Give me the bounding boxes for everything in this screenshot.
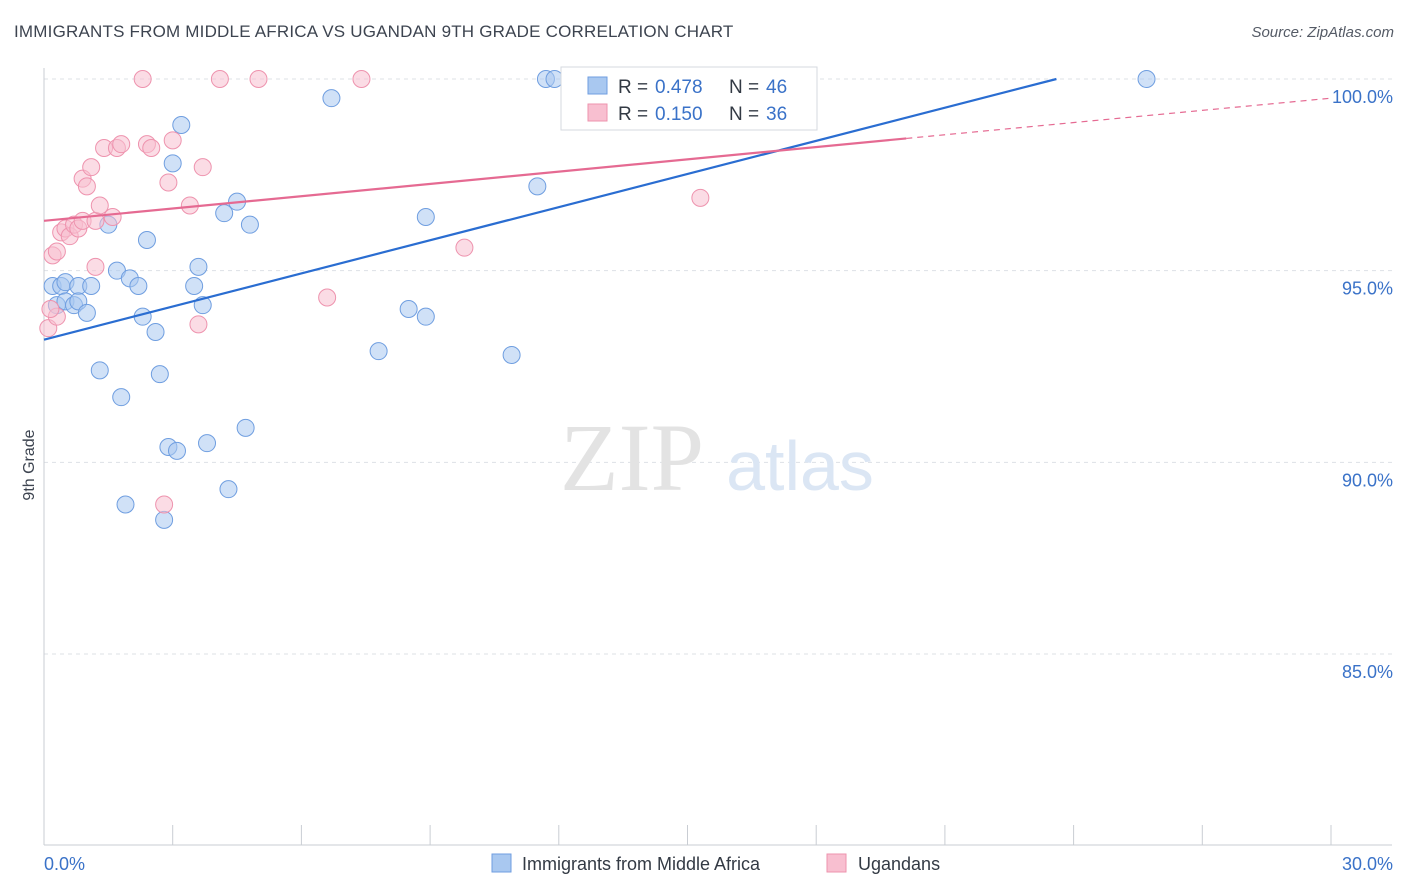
point-ugandans xyxy=(112,135,131,154)
stats-legend: R = 0.478 N = 46 R = 0.150 N = 36 xyxy=(560,66,818,131)
series-legend: Immigrants from Middle Africa Ugandans xyxy=(491,853,940,874)
point-middle-africa xyxy=(322,89,341,108)
point-ugandans xyxy=(155,495,174,514)
point-middle-africa xyxy=(90,361,109,380)
y-tick-label: 85.0% xyxy=(1342,662,1393,682)
point-middle-africa xyxy=(167,441,186,460)
point-middle-africa xyxy=(416,307,435,326)
x-tick-label-min: 0.0% xyxy=(44,854,85,874)
stats-pink-r-label: R = xyxy=(618,104,653,125)
point-middle-africa xyxy=(240,215,259,234)
trend-line-ugandans xyxy=(43,137,907,222)
point-middle-africa xyxy=(150,365,169,384)
watermark-zip: ZIP xyxy=(560,404,704,511)
data-points xyxy=(39,70,1156,529)
point-middle-africa xyxy=(236,418,255,437)
point-ugandans xyxy=(133,70,152,88)
y-tick-label: 90.0% xyxy=(1342,470,1393,490)
point-ugandans xyxy=(249,70,268,88)
x-tick-labels: 0.0% 30.0% xyxy=(44,854,1393,874)
stats-blue-r-label: R = xyxy=(618,77,653,98)
x-tick-label-max: 30.0% xyxy=(1342,854,1393,874)
y-tick-labels: 85.0% 90.0% 95.0% 100.0% xyxy=(1332,87,1393,682)
point-ugandans xyxy=(90,196,109,215)
legend-swatch-middle-africa xyxy=(491,853,512,873)
point-middle-africa xyxy=(528,177,547,196)
legend-label-middle-africa: Immigrants from Middle Africa xyxy=(522,854,761,874)
point-middle-africa xyxy=(1137,70,1156,88)
point-ugandans xyxy=(318,288,337,307)
point-ugandans xyxy=(352,70,371,88)
point-middle-africa xyxy=(369,342,388,361)
point-ugandans xyxy=(142,139,161,157)
chart-title: IMMIGRANTS FROM MIDDLE AFRICA VS UGANDAN… xyxy=(14,22,734,41)
point-middle-africa xyxy=(129,277,148,295)
trend-lines xyxy=(43,77,1332,341)
legend-label-ugandans: Ugandans xyxy=(858,854,940,874)
point-middle-africa xyxy=(77,303,96,322)
stats-pink-r-value: 0.150 xyxy=(655,104,703,125)
point-ugandans xyxy=(86,257,105,276)
point-middle-africa xyxy=(545,70,564,88)
point-middle-africa xyxy=(163,154,182,173)
y-tick-label: 100.0% xyxy=(1332,87,1393,107)
point-middle-africa xyxy=(399,300,418,318)
point-middle-africa xyxy=(82,277,101,295)
point-middle-africa xyxy=(155,510,174,529)
y-axis-label: 9th Grade xyxy=(21,429,38,500)
chart-source: Source: ZipAtlas.com xyxy=(1251,24,1394,41)
point-middle-africa xyxy=(502,346,521,364)
point-ugandans xyxy=(103,208,122,226)
point-middle-africa xyxy=(112,388,131,407)
point-middle-africa xyxy=(185,277,204,295)
trend-line-ugandans-extension xyxy=(906,97,1332,140)
stats-pink-n-value: 36 xyxy=(766,104,787,125)
point-middle-africa xyxy=(172,116,191,134)
point-ugandans xyxy=(159,173,178,192)
point-middle-africa xyxy=(146,323,165,341)
point-middle-africa xyxy=(416,208,435,226)
point-ugandans xyxy=(193,158,212,177)
point-middle-africa xyxy=(219,480,238,499)
stats-swatch-blue xyxy=(587,76,608,95)
stats-blue-n-value: 46 xyxy=(766,77,787,98)
trend-line-middle-africa xyxy=(43,77,1057,341)
point-ugandans xyxy=(189,315,208,334)
point-ugandans xyxy=(210,70,229,88)
point-ugandans xyxy=(163,131,182,150)
point-middle-africa xyxy=(189,257,208,276)
point-ugandans xyxy=(82,158,101,177)
stats-blue-n-label: N = xyxy=(729,77,764,98)
point-ugandans xyxy=(41,300,60,318)
axes xyxy=(43,68,1392,846)
point-middle-africa xyxy=(116,495,135,514)
point-ugandans xyxy=(77,177,96,196)
stats-swatch-pink xyxy=(587,103,608,122)
point-ugandans xyxy=(47,242,66,261)
stats-pink-n-label: N = xyxy=(729,104,764,125)
watermark: ZIP atlas xyxy=(560,404,874,511)
stats-blue-r-value: 0.478 xyxy=(655,77,703,98)
y-tick-label: 95.0% xyxy=(1342,279,1393,299)
point-middle-africa xyxy=(198,434,217,453)
point-ugandans xyxy=(455,238,474,257)
point-ugandans xyxy=(691,188,710,207)
point-middle-africa xyxy=(137,231,156,249)
legend-swatch-ugandans xyxy=(826,853,847,873)
watermark-atlas: atlas xyxy=(726,427,874,505)
